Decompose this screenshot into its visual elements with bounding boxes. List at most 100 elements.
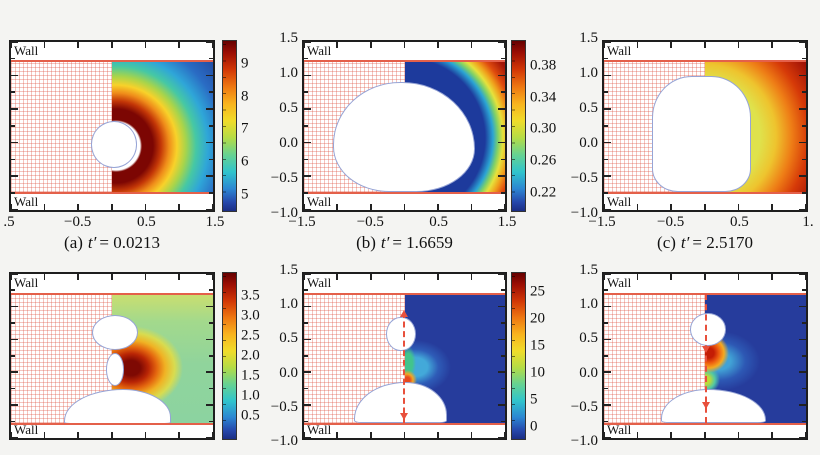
axis-tick bbox=[11, 371, 18, 373]
panel-a-plot: Wall Wall bbox=[9, 40, 215, 212]
panel-c-caption: (c) t′ = 2.5170 bbox=[602, 233, 808, 255]
axis-tick bbox=[802, 289, 806, 291]
axis-tick bbox=[111, 42, 113, 48]
axis-tick bbox=[303, 274, 305, 280]
axis-tick bbox=[206, 41, 213, 43]
axis-tick bbox=[436, 42, 439, 48]
panel-c-x-axis-labels: −1.5 −0.5 0.5 1. bbox=[588, 215, 813, 233]
axis-tick bbox=[802, 355, 806, 357]
axis-tick bbox=[704, 432, 706, 438]
axis-tick bbox=[304, 192, 308, 194]
x-tick-label: −1.5 bbox=[588, 214, 616, 230]
panel-b-wall-label-bottom: Wall bbox=[307, 194, 332, 209]
y-tick-label: −0.5 bbox=[270, 398, 298, 415]
axis-tick bbox=[11, 175, 18, 177]
axis-tick bbox=[304, 57, 308, 60]
axis-tick bbox=[212, 432, 214, 438]
y-tick-label: 0.0 bbox=[579, 364, 598, 381]
axis-tick bbox=[802, 158, 806, 161]
axis-tick bbox=[11, 387, 15, 390]
caption-time-variable: t′ bbox=[87, 233, 97, 252]
panel-e-wall-label-bottom: Wall bbox=[307, 422, 332, 437]
axis-tick bbox=[498, 74, 505, 77]
y-tick-label: 1.5 bbox=[279, 262, 298, 278]
axis-tick bbox=[737, 204, 740, 210]
axis-tick bbox=[802, 192, 806, 194]
axis-tick bbox=[501, 192, 505, 194]
colorbar-tick-label: 2.0 bbox=[241, 347, 260, 364]
x-tick-label: −0.5 bbox=[356, 214, 384, 230]
colorbar-tick-label: 0 bbox=[530, 418, 538, 435]
axis-tick bbox=[304, 387, 308, 390]
caption-time-value: = 1.6659 bbox=[392, 233, 453, 252]
axis-tick bbox=[604, 209, 611, 211]
axis-tick bbox=[206, 338, 213, 341]
panel-c-y-axis-labels: 1.5 1.0 0.5 0.0 −0.5 −1.0 bbox=[556, 31, 598, 221]
axis-tick bbox=[403, 204, 406, 210]
axis-tick bbox=[77, 274, 79, 280]
panel-f-wall-label-top: Wall bbox=[607, 275, 632, 290]
axis-tick bbox=[209, 192, 213, 194]
axis-tick bbox=[11, 420, 15, 423]
axis-tick bbox=[11, 108, 18, 110]
axis-tick bbox=[805, 274, 807, 280]
axis-tick bbox=[43, 274, 46, 280]
axis-tick bbox=[498, 338, 505, 341]
panel-a-bubble bbox=[90, 120, 138, 168]
axis-tick bbox=[206, 371, 213, 373]
axis-tick bbox=[604, 322, 608, 324]
axis-tick bbox=[771, 204, 773, 210]
axis-tick bbox=[771, 432, 773, 438]
axis-tick bbox=[403, 432, 406, 438]
axis-tick bbox=[336, 432, 339, 438]
axis-tick bbox=[501, 322, 505, 324]
axis-tick bbox=[178, 204, 180, 210]
axis-tick bbox=[206, 404, 213, 406]
panel-a-caption: (a) t′ = 0.0213 bbox=[9, 233, 215, 255]
axis-tick bbox=[11, 273, 18, 275]
axis-tick bbox=[670, 204, 672, 210]
axis-tick bbox=[11, 91, 15, 93]
panel-e-bottom-wall-line bbox=[304, 423, 505, 426]
axis-tick bbox=[436, 432, 439, 438]
axis-tick bbox=[369, 432, 372, 438]
axis-tick bbox=[604, 289, 608, 291]
axis-tick bbox=[604, 305, 611, 308]
axis-tick bbox=[604, 371, 611, 373]
y-tick-label: 0.0 bbox=[279, 135, 298, 151]
axis-tick bbox=[304, 437, 311, 439]
colorbar-tick-label: 0.38 bbox=[530, 57, 557, 74]
panel-f-y-axis-labels: 1.5 1.0 0.5 0.0 −0.5 −1.0 bbox=[556, 263, 598, 449]
axis-tick bbox=[805, 42, 807, 48]
x-tick-label: 1. bbox=[802, 214, 814, 230]
caption-time-value: = 2.5170 bbox=[692, 233, 753, 252]
axis-tick bbox=[799, 371, 806, 373]
y-tick-label: −1.0 bbox=[270, 432, 298, 449]
axis-tick bbox=[111, 204, 113, 210]
panel-f-upper-bubble bbox=[689, 313, 727, 347]
axis-tick bbox=[771, 42, 773, 48]
caption-time-value: = 0.0213 bbox=[99, 233, 160, 252]
caption-index: (a) bbox=[64, 233, 83, 252]
axis-tick bbox=[737, 274, 740, 280]
axis-tick bbox=[498, 404, 505, 406]
axis-tick bbox=[604, 420, 608, 423]
axis-tick bbox=[501, 57, 505, 60]
panel-b-caption: (b) t′ = 1.6659 bbox=[302, 233, 507, 255]
axis-tick bbox=[369, 274, 372, 280]
axis-tick bbox=[369, 42, 372, 48]
axis-tick bbox=[178, 432, 180, 438]
axis-tick bbox=[604, 141, 611, 144]
panel-d-bottom-wall-line bbox=[11, 423, 213, 426]
panel-e-colorbar bbox=[511, 272, 526, 440]
panel-a-wall-label-bottom: Wall bbox=[14, 194, 39, 209]
panel-a-vector-field bbox=[11, 60, 112, 193]
axis-tick bbox=[604, 387, 608, 390]
colorbar-tick-label: 0.26 bbox=[530, 152, 557, 169]
axis-tick bbox=[603, 274, 605, 280]
panel-e-jet-arrow-down bbox=[399, 413, 408, 421]
axis-tick bbox=[178, 42, 180, 48]
y-tick-label: −0.5 bbox=[570, 170, 598, 186]
colorbar-tick-label: 5 bbox=[530, 391, 538, 408]
axis-tick bbox=[504, 204, 506, 210]
